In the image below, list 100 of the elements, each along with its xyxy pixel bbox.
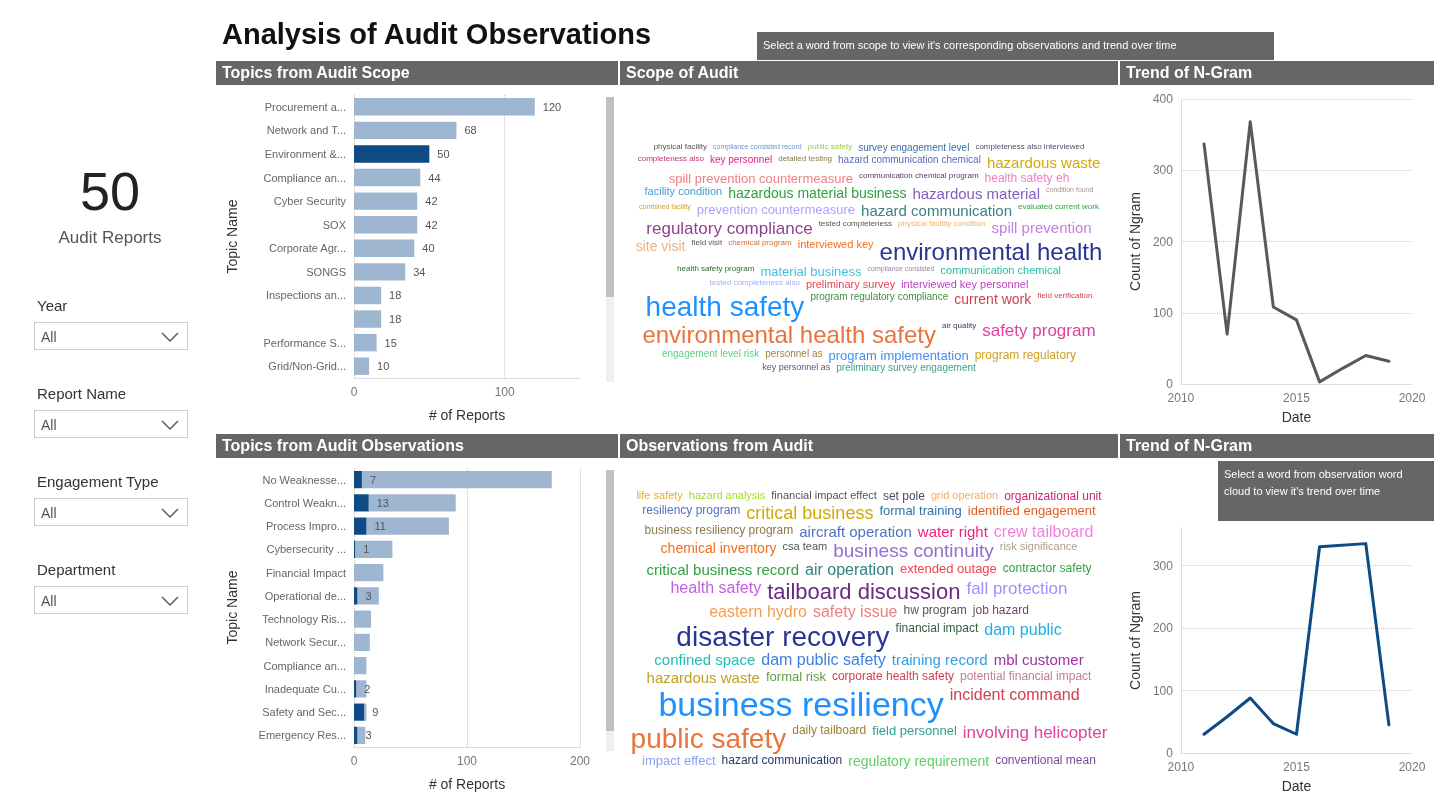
bar xyxy=(357,726,366,744)
x-tick-label: 2010 xyxy=(1167,391,1195,405)
text: Audit Reports xyxy=(57,228,163,248)
category-label: field personnel xyxy=(872,722,957,740)
bar xyxy=(355,540,393,558)
data-label: 18 xyxy=(389,313,402,326)
category-label: critical business xyxy=(746,502,874,523)
text: All xyxy=(34,322,188,350)
y-axis-title: Topic Name xyxy=(224,199,240,274)
category-label: spill prevention countermeasure xyxy=(668,170,853,186)
x-tick-label: 0 xyxy=(350,754,358,768)
y-tick-label: 300 xyxy=(1152,163,1174,178)
y-tick-label: 200 xyxy=(1152,234,1174,249)
category-label: impact effect xyxy=(642,753,716,769)
category-label: hw program xyxy=(903,603,967,620)
y-tick-label: Inspections an... xyxy=(265,289,346,302)
text: Observations from Audit xyxy=(620,434,1118,458)
category-label: tested completeness also xyxy=(709,278,800,290)
bar xyxy=(361,471,552,489)
category-label: financial impact xyxy=(895,621,979,638)
category-label: public safety xyxy=(630,722,787,754)
x-tick-label: 2020 xyxy=(1398,760,1426,774)
x-axis-title: Date xyxy=(1281,778,1312,794)
data-label: 50 xyxy=(437,147,450,160)
y-tick-label: Inadequate Cu... xyxy=(264,682,346,695)
y-tick-label: Environment &... xyxy=(264,147,346,160)
category-label: aircraft operation xyxy=(799,522,912,541)
text: Report Name xyxy=(37,385,128,402)
category-label: water right xyxy=(917,522,988,541)
bar xyxy=(354,145,430,163)
text: All xyxy=(34,410,188,438)
data-label: 44 xyxy=(428,171,441,184)
category-label: incident command xyxy=(949,686,1080,706)
category-label: current work xyxy=(954,290,1032,309)
category-label: involving helicopter xyxy=(962,722,1108,744)
y-tick-label: 200 xyxy=(1152,621,1174,635)
text: Year xyxy=(37,297,69,314)
category-label: facility condition xyxy=(644,185,723,200)
x-tick-label: 200 xyxy=(569,754,591,768)
category-label: health safety xyxy=(645,290,805,322)
data-label: 18 xyxy=(389,289,402,302)
text: Department xyxy=(37,561,117,578)
category-label: extended outage xyxy=(899,561,997,579)
category-label: regulatory compliance xyxy=(646,218,813,238)
bar xyxy=(368,494,456,512)
data-label: 15 xyxy=(384,336,397,349)
data-label: 34 xyxy=(413,265,426,278)
y-tick-label: Technology Ris... xyxy=(262,613,346,626)
data-label: 68 xyxy=(464,124,477,137)
category-label: tailboard discussion xyxy=(767,579,961,605)
category-label: contractor safety xyxy=(1002,561,1092,578)
y-tick-label: Cyber Security xyxy=(273,195,347,208)
data-label: 2 xyxy=(364,682,371,695)
category-label: environmental health safety xyxy=(642,321,936,349)
category-label: interviewed key personnel xyxy=(901,278,1029,291)
bar xyxy=(354,357,370,375)
category-label: engagement level risk xyxy=(661,347,760,361)
data-label: 42 xyxy=(425,195,438,208)
y-tick-label: SONGS xyxy=(306,265,346,278)
x-tick-label: 0 xyxy=(350,385,358,399)
category-label: chemical inventory xyxy=(660,540,777,559)
category-label: survey engagement level xyxy=(858,142,970,154)
category-label: hazardous waste xyxy=(646,669,760,687)
y-axis-title: Topic Name xyxy=(224,570,240,645)
y-tick-label: Control Weakn... xyxy=(264,496,346,509)
chart-title: Trend of N-Gram xyxy=(1120,61,1434,85)
category-label: key personnel xyxy=(709,153,773,167)
category-label: key personnel as xyxy=(762,362,831,374)
y-tick-label: Process Impro... xyxy=(265,520,346,533)
bar xyxy=(354,564,384,582)
x-tick-label: 100 xyxy=(456,754,478,768)
category-label: risk significance xyxy=(999,540,1078,555)
y-tick-label: Safety and Sec... xyxy=(262,706,346,719)
category-label: resiliency program xyxy=(642,502,741,519)
text: Scope of Audit xyxy=(620,61,1118,85)
category-label: prevention countermeasure xyxy=(696,201,856,219)
y-tick-label: Financial Impact xyxy=(265,566,346,579)
x-tick-label: 2010 xyxy=(1167,760,1195,774)
category-label: safety issue xyxy=(812,603,898,622)
data-label: 3 xyxy=(365,729,372,742)
category-label: mbl customer xyxy=(993,651,1084,670)
y-tick-label: Network and T... xyxy=(266,124,346,137)
bar xyxy=(357,587,379,605)
category-label: tested completeness xyxy=(818,218,892,230)
category-label: chemical program xyxy=(728,237,792,249)
y-tick-label: No Weaknesse... xyxy=(262,473,346,486)
bar xyxy=(354,494,369,512)
data-label: 10 xyxy=(377,360,390,373)
category-label: conventional mean xyxy=(995,753,1096,769)
category-label: formal risk xyxy=(765,669,826,687)
y-tick-label: Corporate Agr... xyxy=(268,242,346,255)
category-label: program regulatory xyxy=(974,347,1077,363)
category-label: job hazard xyxy=(972,603,1029,620)
y-axis-title: Count of Ngram xyxy=(1127,192,1143,291)
data-label: 120 xyxy=(542,100,562,113)
category-label: program regulatory compliance xyxy=(810,290,949,304)
category-label: disaster recovery xyxy=(676,621,890,653)
category-label: field visit xyxy=(691,237,723,249)
category-label: air quality xyxy=(941,321,977,333)
category-label: regulatory requirement xyxy=(848,753,990,770)
